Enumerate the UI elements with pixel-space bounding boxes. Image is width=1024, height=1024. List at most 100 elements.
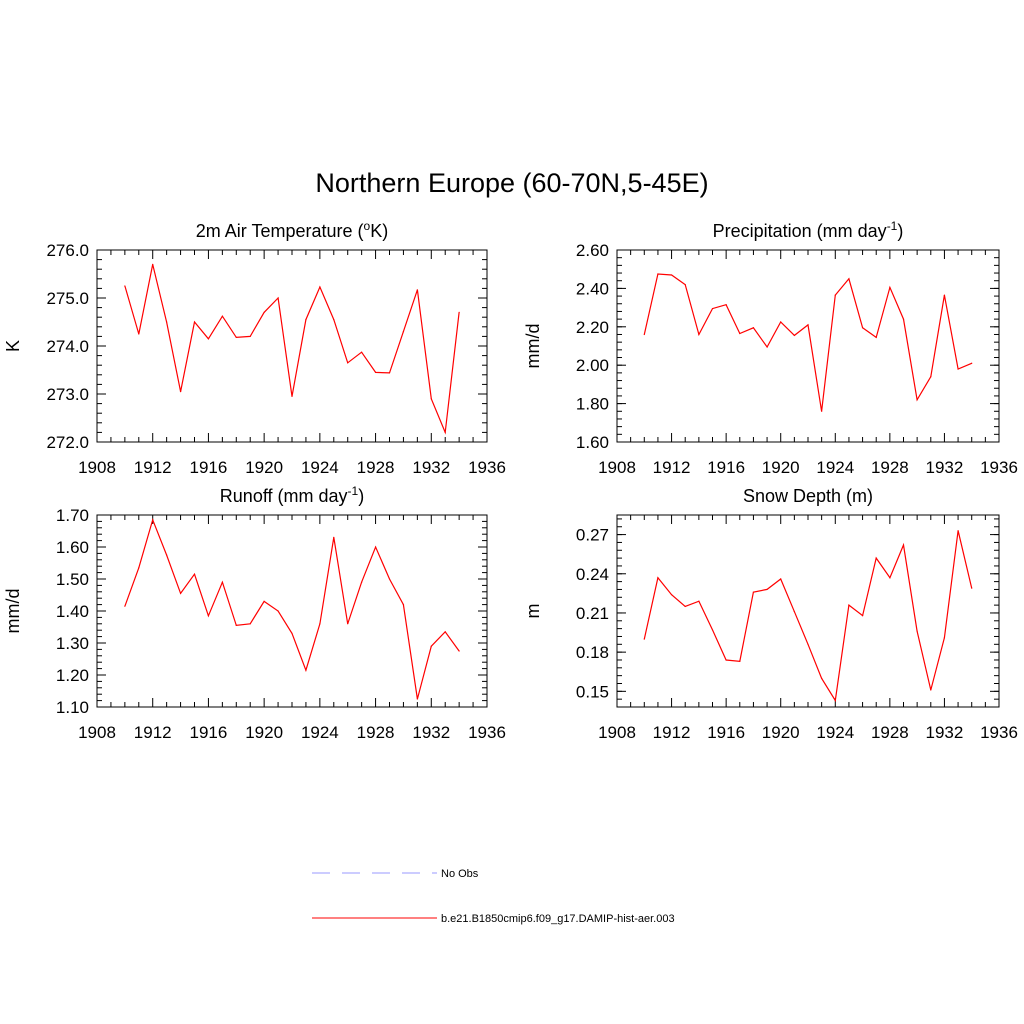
precip-data-point (957, 368, 959, 370)
precip-data-point (902, 318, 905, 320)
snow-y-tick-label: 0.27 (576, 526, 609, 545)
snow-data-point (793, 611, 795, 613)
temp-data-point (458, 311, 460, 313)
temp-data-point (347, 362, 349, 364)
precip-y-tick-label: 1.80 (576, 395, 609, 414)
snow-x-tick-label: 1932 (926, 723, 964, 742)
snow-data-point (848, 604, 850, 606)
legend-label: No Obs (441, 868, 479, 880)
runoff-series-line (124, 517, 460, 700)
precip-x-tick-label: 1920 (762, 458, 800, 477)
snow-data-point (657, 577, 659, 579)
temp-data-point (138, 333, 140, 335)
precip-data-point (848, 278, 850, 280)
temp-data-point (444, 431, 446, 433)
temp-data-point (221, 315, 223, 317)
snow-data-point (957, 530, 959, 532)
temp-data-point (388, 372, 391, 374)
precip-data-point (684, 283, 686, 286)
runoff-plot-frame (96, 514, 488, 708)
temp-data-point (319, 286, 321, 288)
precip-y-tick-label: 2.60 (576, 241, 609, 260)
temp-data-point (374, 371, 377, 373)
temp-data-point (291, 395, 293, 397)
snow-x-tick-label: 1928 (871, 723, 909, 742)
snow-data-point (902, 544, 905, 546)
snow-x-tick-label: 1908 (598, 723, 636, 742)
precip-data-point (698, 333, 700, 336)
temp-x-tick-label: 1920 (245, 458, 283, 477)
runoff-data-point (416, 698, 418, 700)
snow-data-point (930, 689, 932, 691)
precip-data-point (875, 336, 877, 338)
runoff-data-point (166, 554, 168, 556)
precip-data-point (861, 327, 864, 329)
runoff-x-tick-label: 1924 (301, 723, 339, 742)
temp-panel-title: 2m Air Temperature (oK) (196, 219, 388, 241)
precip-data-point (739, 332, 741, 335)
precip-y-axis-label: mm/d (523, 324, 543, 369)
precip-x-tick-label: 1908 (598, 458, 636, 477)
runoff-y-tick-label: 1.50 (56, 570, 89, 589)
temp-x-tick-label: 1924 (301, 458, 339, 477)
temp-panel: 2m Air Temperature (oK) K 1908 1912 1916 1920… (3, 219, 506, 477)
temp-data-point (235, 336, 237, 338)
precip-data-point (752, 327, 755, 329)
runoff-panel: Runoff (mm day-1) mm/d 1908 1912 1916 1920 192… (3, 484, 506, 742)
runoff-data-point (402, 604, 405, 606)
runoff-x-tick-label: 1908 (78, 723, 116, 742)
runoff-data-point (374, 546, 377, 548)
precip-data-point (766, 346, 768, 348)
snow-x-tick-label: 1920 (762, 723, 800, 742)
runoff-data-point (249, 623, 251, 625)
snow-data-point (670, 594, 673, 596)
runoff-y-axis-label: mm/d (3, 589, 23, 634)
precip-data-point (916, 399, 918, 401)
precip-x-tick-label: 1936 (980, 458, 1018, 477)
runoff-data-point (291, 632, 293, 635)
temp-x-tick-label: 1912 (134, 458, 172, 477)
temp-data-point (402, 331, 405, 333)
precip-data-point (643, 333, 645, 336)
temp-x-tick-label: 1932 (412, 458, 450, 477)
temp-x-tick-label: 1908 (78, 458, 116, 477)
snow-data-point (861, 614, 864, 617)
runoff-data-point (152, 519, 154, 521)
runoff-data-point (207, 615, 210, 617)
precip-data-point (657, 273, 659, 275)
temp-x-tick-label: 1916 (190, 458, 228, 477)
temp-series-line (124, 264, 460, 435)
snow-y-tick-label: 0.24 (576, 565, 609, 584)
precip-data-point (821, 410, 823, 412)
temp-y-tick-label: 272.0 (46, 433, 89, 452)
snow-data-point (821, 677, 823, 679)
temp-y-tick-label: 275.0 (46, 289, 89, 308)
snow-data-point (834, 699, 836, 702)
runoff-data-point (458, 650, 460, 652)
snow-x-tick-label: 1912 (653, 723, 691, 742)
snow-panel: Snow Depth (m) m 1908 1912 1916 1920 1924 1928 1… (523, 486, 1018, 742)
runoff-data-point (235, 624, 237, 627)
precip-x-tick-label: 1916 (707, 458, 745, 477)
runoff-data-point (138, 567, 140, 569)
precip-data-point (930, 376, 932, 378)
snow-data-point (684, 605, 686, 608)
snow-data-point (807, 643, 809, 645)
precip-data-point (807, 324, 809, 326)
runoff-y-tick-label: 1.20 (56, 666, 89, 685)
runoff-x-tick-label: 1932 (412, 723, 450, 742)
snow-y-axis-label: m (523, 604, 543, 619)
precip-data-point (670, 274, 673, 276)
temp-y-tick-label: 273.0 (46, 385, 89, 404)
temp-data-point (152, 263, 154, 265)
snow-y-tick-label: 0.21 (576, 604, 609, 623)
precip-data-point (943, 294, 946, 296)
temp-data-point (124, 285, 126, 287)
runoff-data-point (388, 578, 391, 580)
snow-y-tick-label: 0.18 (576, 643, 609, 662)
precip-y-tick-label: 2.00 (576, 356, 609, 375)
temp-data-point (249, 335, 251, 337)
temp-x-tick-label: 1936 (468, 458, 506, 477)
